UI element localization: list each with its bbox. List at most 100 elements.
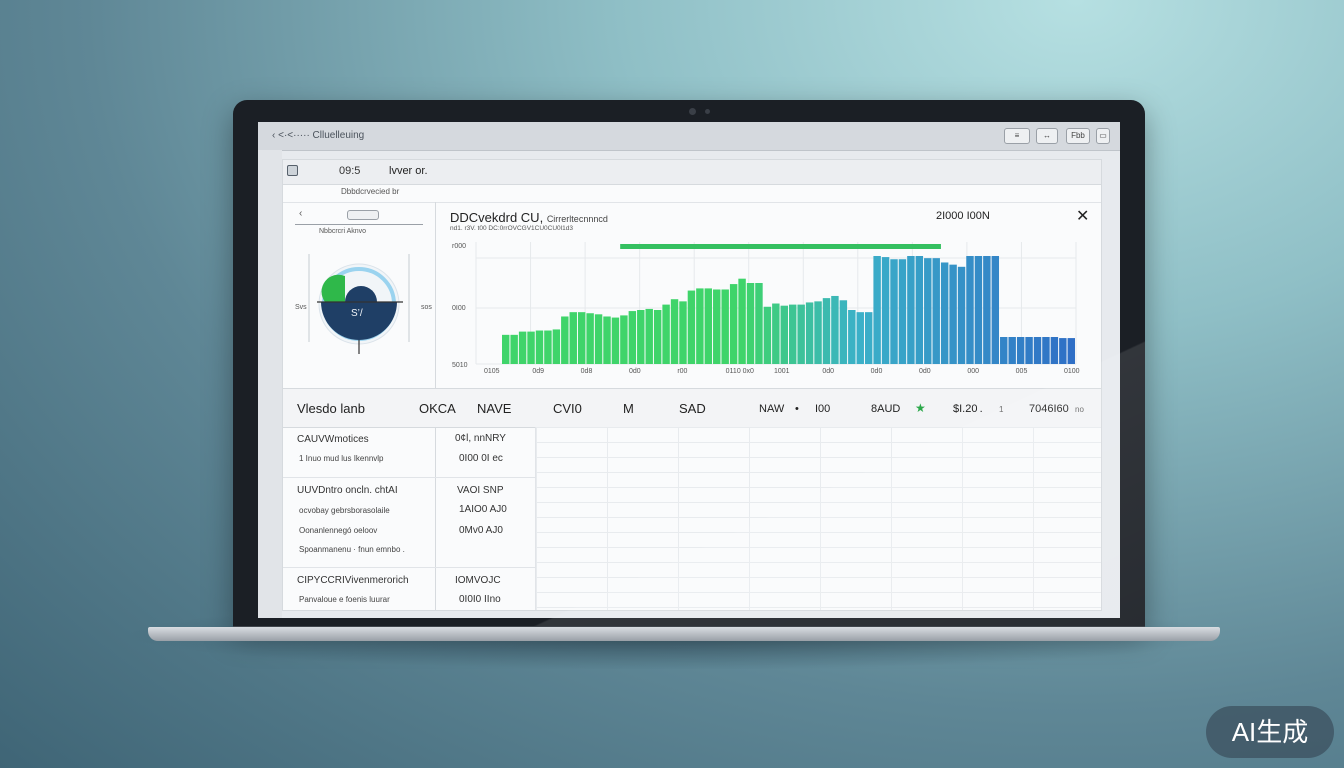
chart-bar <box>746 283 755 364</box>
browser-chrome: ‹ <·<····· Clluelleuing ≡ ↔ Fbb ▭ <box>258 122 1120 151</box>
chart-bar <box>949 264 957 364</box>
chart-bar <box>586 313 594 364</box>
chart-bar <box>704 288 713 364</box>
chart-bar <box>991 256 1000 364</box>
chart-x-tick-label: 0110 0x0 <box>726 368 754 375</box>
summary-col-8[interactable]: I00 <box>815 403 831 415</box>
laptop-base <box>148 627 1220 641</box>
gauge-green-segment <box>321 274 345 302</box>
chart-bar <box>814 301 822 364</box>
chart-bar <box>932 258 940 364</box>
chart-x-tick-label: 0d0 <box>871 368 883 375</box>
chart-x-tick-label: 0d9 <box>532 368 544 375</box>
table-row-3-name[interactable]: CIPYCCRIVivenmerorich <box>297 575 409 586</box>
summary-col-2[interactable]: NAVE <box>477 401 512 416</box>
table-row-1-name[interactable]: CAUVWmotices <box>297 434 369 445</box>
chart-bar <box>848 310 856 364</box>
chart-bar <box>502 334 510 364</box>
chart-panel: r000 0I00 5010 0105 0d9 0d8 0d0 r00 0110 0x0 1001… <box>436 202 1101 388</box>
browser-button-split[interactable]: ↔ <box>1036 128 1058 144</box>
browser-button-menu[interactable]: ≡ <box>1004 128 1030 144</box>
chart-bar <box>831 295 839 364</box>
chart-bar <box>797 304 805 364</box>
summary-col-3[interactable]: CVI0 <box>553 401 582 416</box>
laptop-lid: ‹ <·<····· Clluelleuing ≡ ↔ Fbb ▭ 09:5 l… <box>233 100 1145 626</box>
table-row-2-value-1: VAOI SNP <box>457 485 504 496</box>
chart-bar <box>983 256 991 364</box>
chart-bar <box>1016 337 1025 364</box>
chart-bar <box>805 302 814 364</box>
back-icon[interactable]: ‹ <box>299 208 303 219</box>
summary-col-13: no <box>1075 405 1084 414</box>
gauge-value: S’/ <box>351 308 363 319</box>
chart-bar <box>780 305 788 364</box>
app-icon[interactable] <box>287 165 298 176</box>
table-row-2-name[interactable]: UUVDntro oncln. chtAI <box>297 485 398 496</box>
app-title: lvver or. <box>389 165 428 177</box>
row-divider <box>283 567 535 568</box>
chart-bar <box>518 331 527 364</box>
column-divider <box>535 427 536 610</box>
chart-bar <box>569 312 577 364</box>
summary-row: Vlesdo lanb OKCA NAVE CVI0 M SAD NAW • I… <box>283 388 1101 428</box>
chart-bar <box>915 256 924 364</box>
summary-label: Vlesdo lanb <box>297 401 365 416</box>
close-icon[interactable]: ✕ <box>1076 208 1090 225</box>
app-subheader: Dbbdcrvecied br <box>283 184 1101 203</box>
chart-bar <box>713 289 721 364</box>
browser-button-fbb[interactable]: Fbb <box>1066 128 1090 144</box>
chart-bar <box>864 312 873 364</box>
chart-bar <box>966 256 974 364</box>
table-row-2-desc-2: Oonanlennegó oeloov <box>299 526 378 535</box>
summary-col-9[interactable]: 8AUD <box>871 403 901 415</box>
data-table: CAUVWmotices 1 Inuo mud lus Ikennvlp 0¢l… <box>283 427 1101 610</box>
summary-col-4[interactable]: M <box>623 401 634 416</box>
summary-col-10[interactable]: $I.20 . <box>953 403 983 415</box>
chart-title-main: DDCvekdrd CU, <box>450 210 544 225</box>
chart-bar <box>1033 337 1042 364</box>
sensor-icon <box>705 109 710 114</box>
chart-bar <box>662 304 670 364</box>
gauge-chart: S’/ <box>308 254 410 354</box>
chart-bar <box>881 257 890 364</box>
table-row-3-desc: Panvaloue e foenis luurar <box>299 595 390 604</box>
chart-bar <box>577 312 586 364</box>
gauge-toggle[interactable] <box>347 210 379 220</box>
chart-x-tick-label: 005 <box>1016 368 1028 375</box>
browser-title: ‹ <·<····· Clluelleuing <box>272 130 365 141</box>
browser-button-window[interactable]: ▭ <box>1096 128 1110 144</box>
app-header: 09:5 lvver or. <box>283 160 1101 185</box>
chart-total: 2I000 I00N <box>936 210 990 222</box>
chart-x-tick-label: 0d0 <box>629 368 641 375</box>
chart-x-tick-label: 0d0 <box>919 368 931 375</box>
bar-chart: r000 0I00 5010 0105 0d9 0d8 0d0 r00 0110 0x0 1001… <box>452 242 1080 375</box>
summary-col-6[interactable]: NAW <box>759 403 785 415</box>
table-row-1-value-2: 0I00 0I ec <box>459 453 503 464</box>
chart-bar <box>1042 337 1050 364</box>
table-row-3-value-2: 0I0I0 IIno <box>459 594 501 605</box>
summary-dot: • <box>795 403 799 415</box>
chart-bar <box>1025 337 1033 364</box>
star-icon[interactable]: ★ <box>915 401 926 415</box>
table-row-2-desc-3: Spoanmanenu · fnun emnbo . <box>299 545 405 554</box>
summary-col-11: 1 <box>999 405 1004 414</box>
chart-bar <box>670 299 679 364</box>
chart-bar <box>637 310 645 364</box>
webcam-icon <box>689 108 696 115</box>
chart-bar <box>1059 338 1067 364</box>
chart-bar <box>856 312 864 364</box>
chart-bar <box>544 330 552 364</box>
summary-col-1[interactable]: OKCA <box>419 401 456 416</box>
summary-col-5[interactable]: SAD <box>679 401 706 416</box>
chart-bar <box>628 311 637 364</box>
summary-col-12[interactable]: 7046I60 <box>1029 403 1069 415</box>
chart-y-tick-label: 0I00 <box>452 305 466 312</box>
chart-bar <box>510 334 518 364</box>
chart-y-tick-label: r000 <box>452 243 466 250</box>
chart-bar <box>1050 337 1059 364</box>
chart-bar <box>890 259 898 364</box>
chart-bar <box>729 284 738 364</box>
table-row-2-value-3: 0Mv0 AJ0 <box>459 525 503 536</box>
chart-bar <box>527 331 535 364</box>
chart-bar <box>839 300 848 364</box>
